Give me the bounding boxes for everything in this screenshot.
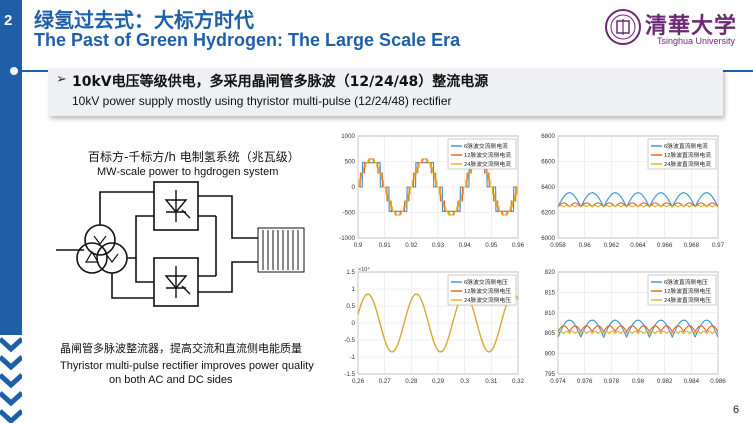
legend-label: 12脉波交流侧电流 [464,151,511,159]
y-tick-label: 0 [352,184,356,191]
logo-name-zh: 清華大学 [645,13,738,39]
x-tick-label: 0.974 [550,378,566,385]
x-tick-label: 0.97 [712,242,725,249]
x-tick-label: 0.98 [632,378,645,385]
chart-ac-voltage: 0.26 0.27 0.28 0.29 0.3 0.31 0.32 1.5 1 0.5 0 -0.5 -… [328,266,526,393]
x-tick-label: 0.28 [405,378,418,385]
series-line [557,204,719,208]
university-seal-icon [605,9,641,45]
sidebar-accent [0,0,22,423]
legend-label: 12脉波直流侧电压 [664,287,711,295]
chart-ac-current: 0.9 0.91 0.92 0.93 0.94 0.95 0.96 1000 500 0 -500 -… [328,130,526,257]
bullet-sub-text: 10kV power supply mostly using thyristor… [72,94,452,108]
university-logo: 清華大学 Tsinghua University [604,8,753,50]
x-tick-label: 0.962 [604,242,620,249]
x-tick-label: 0.29 [432,378,445,385]
y-tick-label: -1 [349,354,355,361]
x-tick-label: 0.986 [710,378,726,385]
x-tick-label: 0.966 [657,242,673,249]
y-tick-label: 0 [352,320,356,327]
y-tick-label: 0.5 [346,303,355,310]
x-tick-label: 0.96 [579,242,592,249]
diagram-caption-en-line2: on both AC and DC sides [109,374,233,386]
x-tick-label: 0.93 [432,242,445,249]
y-tick-label: -500 [343,210,356,217]
y-tick-label: 6600 [541,159,555,166]
page-number: 6 [733,404,740,416]
series-line [557,192,719,208]
y-tick-label: 795 [545,371,556,378]
legend-label: 6脉波交流侧电流 [464,142,508,150]
x-tick-label: 0.96 [512,242,525,249]
x-tick-label: 0.31 [485,378,498,385]
legend-label: 24脉波直流侧电压 [664,296,711,304]
x-tick-label: 0.976 [577,378,593,385]
x-tick-label: 0.92 [405,242,418,249]
x-tick-label: 0.91 [379,242,392,249]
y-tick-label: 1000 [341,133,355,140]
bullet-box [48,68,723,116]
x-tick-label: 0.958 [550,242,566,249]
y-tick-label: 820 [545,269,556,276]
y-tick-label: 6000 [541,235,555,242]
y-tick-label: -1000 [339,235,355,242]
rectifier-circuit-diagram [56,181,305,307]
y-tick-label: 805 [545,330,556,337]
legend-label: 24脉波直流侧电流 [664,160,711,168]
series-line [557,319,719,339]
x-tick-label: 0.26 [352,378,365,385]
x-tick-label: 0.964 [630,242,646,249]
y-exponent-label: ×10⁴ [358,266,370,273]
y-tick-label: -0.5 [344,337,355,344]
y-tick-label: 6400 [541,184,555,191]
x-tick-label: 0.9 [354,242,363,249]
y-tick-label: 6200 [541,210,555,217]
bullet-arrow-icon: ➢ [56,72,67,87]
x-tick-label: 0.984 [684,378,700,385]
x-tick-label: 0.32 [512,378,525,385]
x-tick-label: 0.27 [379,378,392,385]
slide-title-zh: 绿氢过去式：大标方时代 [34,8,254,32]
chart-dc-current: 0.958 0.96 0.962 0.964 0.966 0.968 0.97 6800 660… [528,130,726,257]
legend-label: 6脉波交流侧电压 [464,278,508,286]
legend-label: 24脉波交流侧电流 [464,160,511,168]
logo-name-en: Tsinghua University [657,36,736,46]
slide-title-en: The Past of Green Hydrogen: The Large Sc… [34,30,461,50]
legend-label: 6脉波直流侧电压 [664,278,708,286]
chart-dc-voltage: 0.974 0.976 0.978 0.98 0.982 0.984 0.986 820 815… [528,266,726,393]
series-line [358,158,518,216]
legend-label: 12脉波交流侧电压 [464,287,511,295]
diagram-label-en: MW-scale power to hgdrogen system [97,166,279,178]
x-tick-label: 0.982 [657,378,673,385]
legend-label: 6脉波直流侧电流 [664,142,708,150]
chevron-decoration-icon [0,335,22,423]
section-number: 2 [4,12,13,29]
y-tick-label: 500 [345,159,356,166]
legend-label: 12脉波直流侧电流 [664,151,711,159]
x-tick-label: 0.968 [684,242,700,249]
y-tick-label: -1.5 [344,371,355,378]
series-line [357,293,519,353]
y-tick-label: 810 [545,310,556,317]
diagram-caption-en-line1: Thyristor multi-pulse rectifier improves… [60,360,314,372]
x-tick-label: 0.94 [459,242,472,249]
x-tick-label: 0.95 [485,242,498,249]
y-tick-label: 1.5 [346,269,355,276]
series-line [557,330,719,335]
y-tick-label: 800 [545,351,556,358]
series-line [557,325,719,333]
y-tick-label: 6800 [541,133,555,140]
y-tick-label: 1 [352,286,356,293]
bullet-main-text: 10kV电压等级供电，多采用晶闸管多脉波（12/24/48）整流电源 [72,74,489,90]
y-tick-label: 815 [545,289,556,296]
x-tick-label: 0.978 [604,378,620,385]
legend-label: 24脉波交流侧电压 [464,296,511,304]
diagram-caption-zh: 晶闸管多脉波整流器，提高交流和直流侧电能质量 [60,342,302,355]
title-divider-dot [8,65,20,77]
x-tick-label: 0.3 [460,378,469,385]
diagram-label-zh: 百标方-千标方/h 电制氢系统（兆瓦级） [88,150,300,164]
